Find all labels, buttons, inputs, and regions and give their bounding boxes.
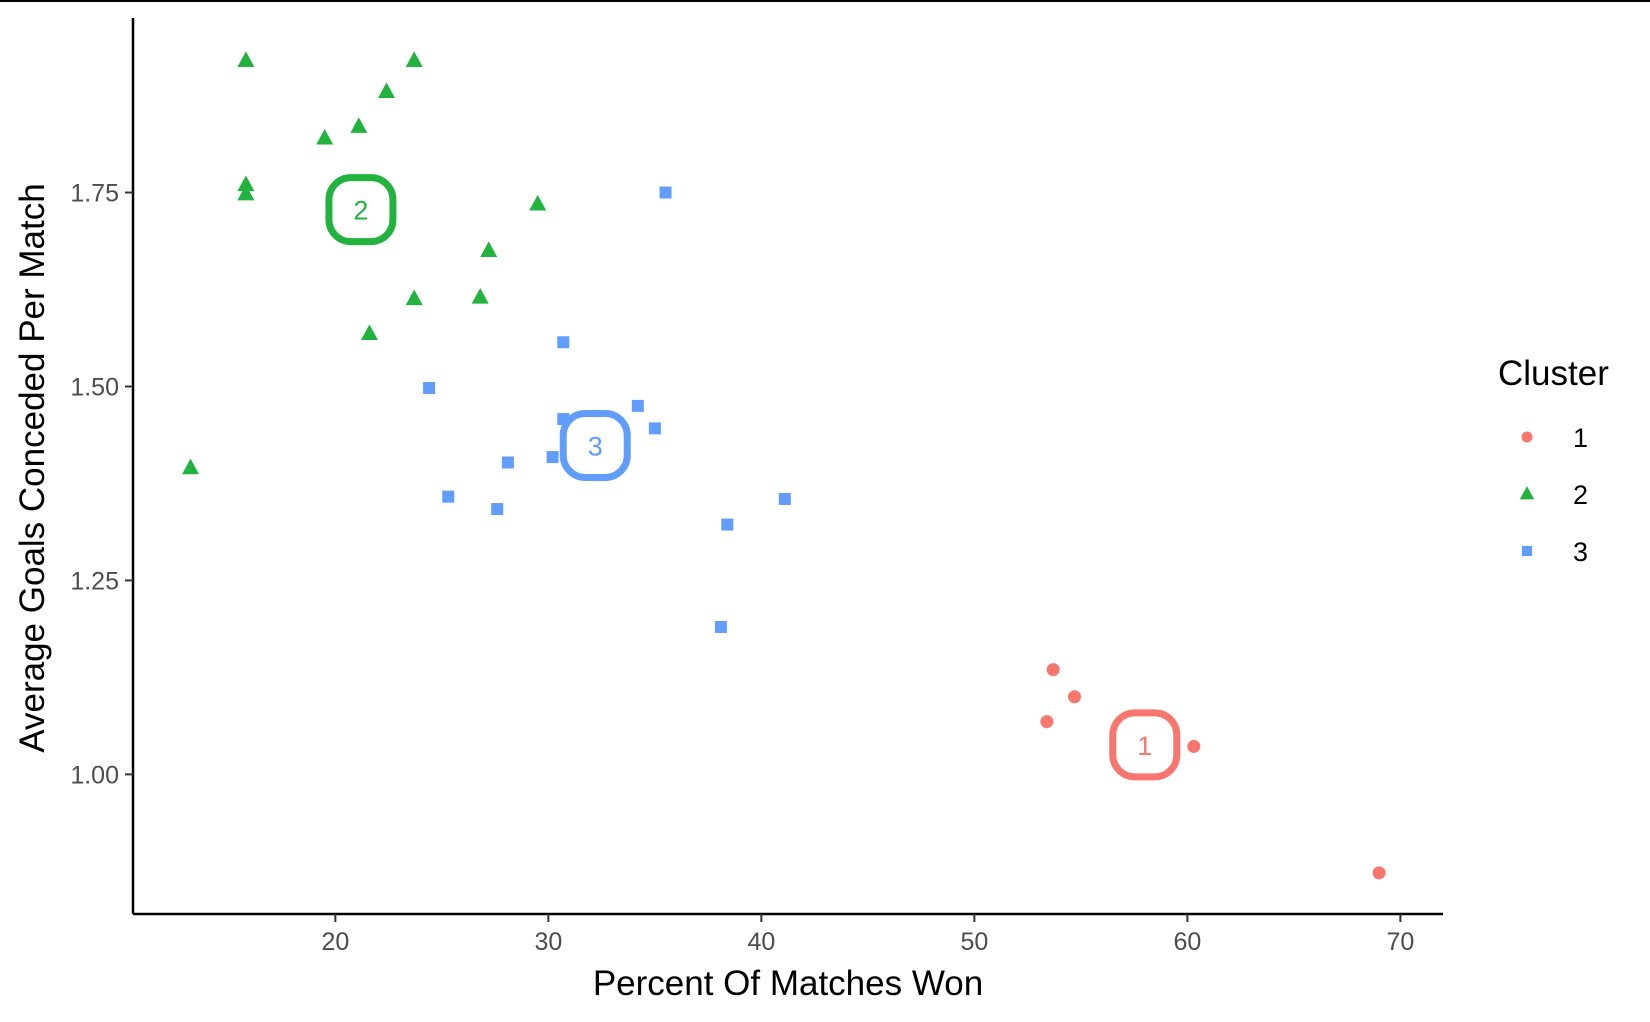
x-tick-label: 40 [747, 928, 775, 956]
y-axis-title: Average Goals Conceded Per Match [13, 183, 52, 752]
data-point-cluster-3 [423, 382, 436, 395]
data-point-cluster-2 [316, 128, 334, 145]
data-point-cluster-2 [237, 184, 255, 201]
legend-items: 1 2 3 [1519, 423, 1588, 567]
data-point-cluster-3 [659, 186, 672, 199]
centroid-layer: 1 2 3 [325, 174, 1181, 781]
data-point-cluster-2 [237, 51, 255, 67]
data-point-cluster-3 [546, 451, 559, 464]
centroid-cluster-2: 2 [325, 174, 397, 246]
y-axis-ticks: 1.00 1.25 1.50 1.75 [70, 180, 133, 789]
data-point-cluster-3 [631, 399, 644, 412]
data-point-cluster-2 [350, 117, 368, 133]
data-point-cluster-1 [1040, 715, 1054, 729]
data-point-cluster-3 [557, 336, 570, 349]
x-tick-label: 30 [534, 928, 562, 956]
x-tick-label: 20 [321, 928, 349, 956]
y-tick-label: 1.00 [70, 761, 119, 789]
x-axis-title: Percent Of Matches Won [593, 964, 983, 1003]
x-tick-label: 70 [1386, 928, 1414, 956]
data-point-cluster-1 [1372, 866, 1386, 880]
points-layer [182, 51, 1386, 880]
data-point-cluster-3 [491, 503, 504, 516]
data-point-cluster-3 [721, 518, 734, 531]
data-point-cluster-1 [1046, 663, 1060, 677]
legend-key-cluster-2 [1519, 486, 1535, 500]
centroid-label: 2 [353, 196, 368, 226]
legend-item-1: 1 [1521, 423, 1588, 453]
data-point-cluster-2 [405, 51, 423, 67]
centroid-box [1109, 709, 1181, 781]
x-axis-ticks: 20 30 40 50 60 70 [321, 914, 1414, 956]
centroid-box [559, 409, 631, 481]
legend: Cluster 1 2 3 [1498, 354, 1609, 567]
x-tick-label: 60 [1173, 928, 1201, 956]
centroid-label: 3 [588, 431, 603, 461]
data-point-cluster-3 [778, 492, 791, 505]
centroid-cluster-1: 1 [1109, 709, 1181, 781]
legend-label: 1 [1573, 423, 1588, 453]
x-tick-label: 50 [960, 928, 988, 956]
data-point-cluster-3 [714, 620, 727, 633]
data-point-cluster-2 [405, 289, 423, 306]
data-point-cluster-2 [471, 287, 489, 304]
y-tick-label: 1.50 [70, 373, 119, 401]
centroid-cluster-3: 3 [559, 409, 631, 481]
y-tick-label: 1.75 [70, 180, 119, 208]
data-point-cluster-3 [442, 490, 455, 503]
legend-title: Cluster [1498, 354, 1609, 393]
data-point-cluster-2 [529, 194, 547, 211]
data-point-cluster-2 [237, 175, 255, 192]
data-point-cluster-2 [480, 241, 498, 258]
centroid-box [325, 174, 397, 246]
data-point-cluster-2 [182, 458, 200, 475]
data-point-cluster-1 [1187, 739, 1201, 753]
legend-key-cluster-1 [1521, 431, 1533, 443]
data-point-cluster-2 [377, 82, 395, 98]
legend-item-3: 3 [1521, 537, 1588, 567]
legend-key-cluster-3 [1521, 545, 1533, 557]
legend-label: 3 [1573, 537, 1588, 567]
data-point-cluster-3 [648, 422, 661, 435]
data-point-cluster-1 [1067, 690, 1081, 704]
legend-item-2: 2 [1519, 480, 1588, 510]
data-point-cluster-2 [360, 324, 378, 341]
data-point-cluster-3 [501, 456, 514, 469]
centroid-label: 1 [1137, 731, 1152, 761]
legend-label: 2 [1573, 480, 1588, 510]
y-tick-label: 1.25 [70, 567, 119, 595]
